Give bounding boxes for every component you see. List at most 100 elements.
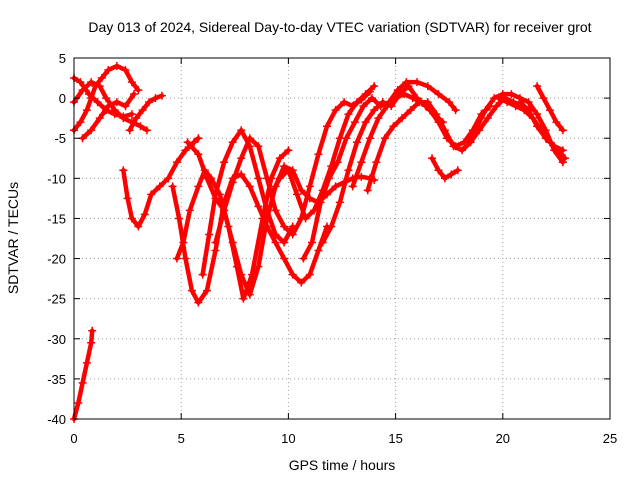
data-point-marker xyxy=(515,98,524,107)
data-point-marker xyxy=(237,154,246,163)
series-s8 xyxy=(168,170,331,307)
data-point-marker xyxy=(284,146,293,155)
data-point-marker xyxy=(157,91,166,100)
data-point-marker xyxy=(194,298,203,307)
data-point-marker xyxy=(380,134,389,143)
data-point-marker xyxy=(119,114,128,123)
data-point-marker xyxy=(245,182,254,191)
data-point-marker xyxy=(314,150,323,159)
series-line xyxy=(170,172,330,305)
data-point-marker xyxy=(93,98,102,107)
data-point-marker xyxy=(342,134,351,143)
data-point-marker xyxy=(82,106,91,115)
data-point-marker xyxy=(398,114,407,123)
x-tick-label: 15 xyxy=(388,431,402,446)
data-point-marker xyxy=(372,158,381,167)
data-point-marker xyxy=(453,166,462,175)
data-point-marker xyxy=(331,182,340,191)
data-point-marker xyxy=(254,202,263,211)
data-point-marker xyxy=(498,90,507,99)
data-point-marker xyxy=(237,170,246,179)
data-point-marker xyxy=(533,82,542,91)
data-point-marker xyxy=(121,102,130,111)
data-point-marker xyxy=(275,174,284,183)
data-point-marker xyxy=(305,270,314,279)
data-point-marker xyxy=(533,110,542,119)
data-point-marker xyxy=(492,102,501,111)
data-point-marker xyxy=(365,134,374,143)
data-point-marker xyxy=(220,206,229,215)
data-point-marker xyxy=(168,182,177,191)
data-point-marker xyxy=(552,118,561,127)
data-point-marker xyxy=(331,106,340,115)
series-s5 xyxy=(78,90,139,143)
data-point-marker xyxy=(284,166,293,175)
data-point-marker xyxy=(245,134,254,143)
data-point-marker xyxy=(194,150,203,159)
data-point-marker xyxy=(507,90,516,99)
data-point-marker xyxy=(327,222,336,231)
data-point-marker xyxy=(406,106,415,115)
data-point-marker xyxy=(179,238,188,247)
data-point-marker xyxy=(202,286,211,295)
series-line xyxy=(301,79,458,261)
data-point-marker xyxy=(211,190,220,199)
series-s21 xyxy=(515,98,567,155)
data-point-marker xyxy=(254,262,263,271)
data-point-marker xyxy=(155,182,164,191)
data-point-marker xyxy=(350,118,359,127)
y-tick-label: 5 xyxy=(59,51,66,66)
y-tick-label: -20 xyxy=(47,252,66,267)
data-point-marker xyxy=(78,378,87,387)
data-point-marker xyxy=(237,126,246,135)
data-point-marker xyxy=(408,94,417,103)
data-point-marker xyxy=(97,74,106,83)
data-point-marker xyxy=(370,82,379,91)
data-point-marker xyxy=(434,90,443,99)
data-point-marker xyxy=(560,154,569,163)
data-point-marker xyxy=(127,214,136,223)
data-point-marker xyxy=(198,270,207,279)
data-point-marker xyxy=(271,238,280,247)
data-point-marker xyxy=(280,238,289,247)
data-point-marker xyxy=(151,94,160,103)
data-point-marker xyxy=(402,78,411,87)
data-point-marker xyxy=(82,358,91,367)
data-point-marker xyxy=(524,98,533,107)
data-point-marker xyxy=(271,230,280,239)
data-point-marker xyxy=(473,122,482,131)
data-point-marker xyxy=(449,142,458,151)
data-point-marker xyxy=(228,178,237,187)
x-tick-label: 20 xyxy=(496,431,510,446)
data-point-marker xyxy=(447,170,456,179)
data-point-marker xyxy=(172,158,181,167)
data-point-marker xyxy=(393,86,402,95)
data-point-marker xyxy=(458,146,467,155)
data-point-marker xyxy=(301,214,310,223)
y-tick-label: -40 xyxy=(47,412,66,427)
series-s12 xyxy=(211,87,374,247)
series-s6 xyxy=(125,91,166,135)
data-point-marker xyxy=(361,90,370,99)
data-point-marker xyxy=(164,174,173,183)
data-point-marker xyxy=(104,66,113,75)
data-point-marker xyxy=(440,174,449,183)
series-line xyxy=(127,93,165,133)
data-point-marker xyxy=(432,110,441,119)
series-line xyxy=(200,127,295,277)
data-point-marker xyxy=(140,210,149,219)
data-point-marker xyxy=(494,94,503,103)
data-point-marker xyxy=(76,78,85,87)
data-point-marker xyxy=(237,270,246,279)
data-point-marker xyxy=(88,326,97,335)
data-point-marker xyxy=(254,142,263,151)
data-point-marker xyxy=(524,106,533,115)
data-point-marker xyxy=(533,122,542,131)
tick-labels: 0 5 10 15 20 25 5 0 -5 -10 -15 -20 -25 -30 -35 -40 xyxy=(47,51,617,446)
data-point-marker xyxy=(353,98,362,107)
data-point-marker xyxy=(545,106,554,115)
data-point-marker xyxy=(344,110,353,119)
series-s2 xyxy=(70,62,143,135)
data-point-marker xyxy=(275,154,284,163)
